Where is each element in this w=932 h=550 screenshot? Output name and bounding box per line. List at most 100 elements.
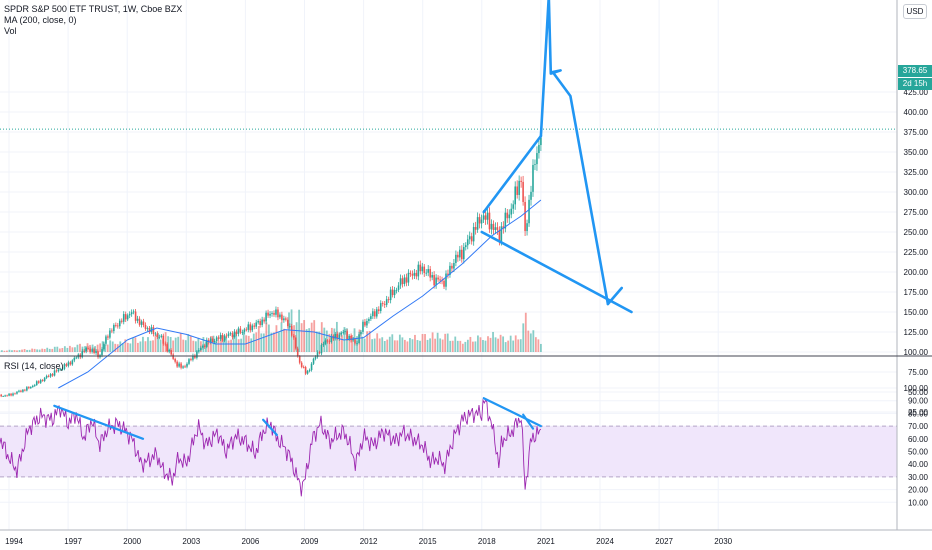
volume-bar xyxy=(137,342,139,352)
candle-body xyxy=(490,223,493,230)
candle-body xyxy=(322,343,325,345)
volume-bar xyxy=(84,346,86,352)
candle-body xyxy=(294,337,297,349)
candle-body xyxy=(215,337,218,341)
volume-bar xyxy=(280,322,283,352)
volume-bar xyxy=(278,332,280,352)
candle-body xyxy=(277,309,279,318)
candle-body xyxy=(415,272,418,277)
candle-body xyxy=(484,215,487,220)
volume-bar xyxy=(537,339,540,352)
candle-body xyxy=(522,181,524,202)
trend-drawings[interactable] xyxy=(53,0,633,440)
volume-bar xyxy=(310,322,313,352)
candle-body xyxy=(136,318,139,321)
candle-body xyxy=(514,186,516,205)
candle-body xyxy=(55,370,58,372)
volume-bar xyxy=(479,337,482,352)
candle-body xyxy=(113,325,115,332)
volume-bar xyxy=(388,336,391,352)
candle-body xyxy=(111,330,113,332)
candle-body xyxy=(186,363,188,367)
rsi-legend[interactable]: RSI (14, close) xyxy=(4,361,64,371)
volume-bar xyxy=(484,340,487,352)
candle-body xyxy=(241,332,244,333)
price-tick-label: 175.00 xyxy=(904,288,929,297)
candle-body xyxy=(470,236,473,242)
candle-body xyxy=(85,347,87,352)
candle-body xyxy=(126,315,129,320)
candle-body xyxy=(200,347,202,351)
candle-body xyxy=(478,217,481,224)
candle-body xyxy=(249,324,252,331)
candle-body xyxy=(162,335,165,344)
candle-body xyxy=(399,278,402,286)
candle-body xyxy=(53,370,56,376)
ma-legend[interactable]: MA (200, close, 0) xyxy=(4,15,77,25)
currency-button[interactable]: USD xyxy=(903,4,927,19)
volume-bar xyxy=(509,335,512,352)
candle-body xyxy=(316,352,319,357)
candle-body xyxy=(120,320,123,322)
candle-body xyxy=(528,199,530,224)
volume-bar xyxy=(285,329,288,352)
volume-legend[interactable]: Vol xyxy=(4,26,17,36)
volume-bar xyxy=(28,349,31,352)
volume-bar xyxy=(275,325,278,352)
rsi-tick-label: 40.00 xyxy=(908,460,929,469)
candle-body xyxy=(103,343,105,350)
rsi-tick-label: 10.00 xyxy=(908,498,929,507)
candle-body xyxy=(279,314,281,318)
volume-bar xyxy=(215,341,217,352)
candle-body xyxy=(16,391,18,394)
candle-body xyxy=(292,335,295,338)
volume-bar xyxy=(74,347,76,352)
candle-body xyxy=(73,357,76,361)
year-tick-label: 2000 xyxy=(123,537,141,546)
year-tick-label: 2021 xyxy=(537,537,555,546)
volume-bar xyxy=(99,343,102,352)
candle-body xyxy=(2,396,4,397)
candle-body xyxy=(67,362,70,366)
volume-bar xyxy=(270,332,273,352)
candle-body xyxy=(164,343,167,345)
year-tick-label: 2018 xyxy=(478,537,496,546)
price-tick-label: 150.00 xyxy=(904,308,929,317)
volume-bar xyxy=(512,340,515,352)
volume-bar xyxy=(436,332,439,352)
volume-bar xyxy=(0,350,3,352)
candle-body xyxy=(344,331,346,333)
candle-body xyxy=(417,264,420,277)
volume-bar xyxy=(33,348,36,352)
candle-body xyxy=(259,321,261,326)
candle-body xyxy=(233,331,236,338)
candle-body xyxy=(18,390,20,392)
candle-body xyxy=(154,333,157,335)
volume-bar xyxy=(265,322,268,352)
year-tick-label: 1994 xyxy=(5,537,23,546)
candle-body xyxy=(381,303,384,304)
candle-body xyxy=(251,325,254,331)
year-tick-label: 2027 xyxy=(655,537,673,546)
volume-bar xyxy=(76,344,79,352)
rsi-tick-label: 80.00 xyxy=(908,409,929,418)
candle-body xyxy=(370,316,372,319)
candle-body xyxy=(338,334,341,339)
volume-bar xyxy=(207,342,210,352)
volume-bar xyxy=(96,344,99,352)
candle-body xyxy=(474,227,477,230)
volume-bar xyxy=(522,323,525,352)
candle-body xyxy=(425,272,428,274)
candle-body xyxy=(326,340,329,342)
candle-body xyxy=(57,369,60,372)
candle-body xyxy=(443,280,445,287)
candle-body xyxy=(413,272,416,276)
candle-body xyxy=(364,321,366,326)
candle-body xyxy=(447,273,449,276)
candle-body xyxy=(356,343,358,344)
volume-bar xyxy=(192,340,195,352)
candle-body xyxy=(203,345,206,347)
volume-bar xyxy=(323,327,326,352)
volume-bar xyxy=(300,323,303,352)
